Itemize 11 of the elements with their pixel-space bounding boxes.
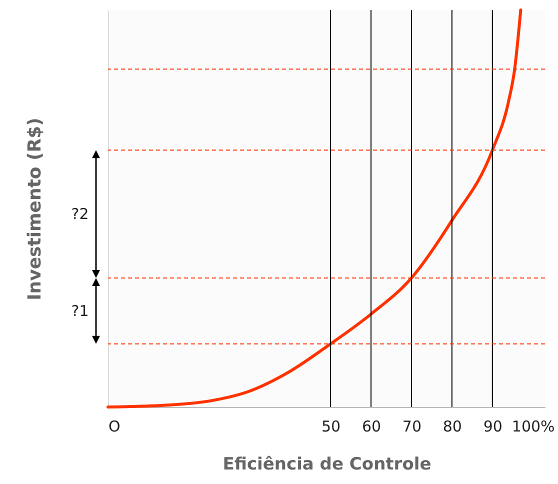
x-tick-label: 100% xyxy=(512,418,555,436)
y-axis-title: Investimento (R$) xyxy=(24,118,46,300)
text: ?1 xyxy=(71,302,89,320)
x-axis-title: Eficiência de Controle xyxy=(222,454,432,474)
x-tick-label: 60 xyxy=(362,418,382,436)
x-tick-label: O xyxy=(108,418,120,436)
x-tick-label: 50 xyxy=(322,418,341,436)
x-tick-label: 70 xyxy=(402,418,422,436)
x-tick-label: 90 xyxy=(483,418,502,436)
text: ?2 xyxy=(71,205,89,224)
x-tick-label: 80 xyxy=(442,418,462,436)
